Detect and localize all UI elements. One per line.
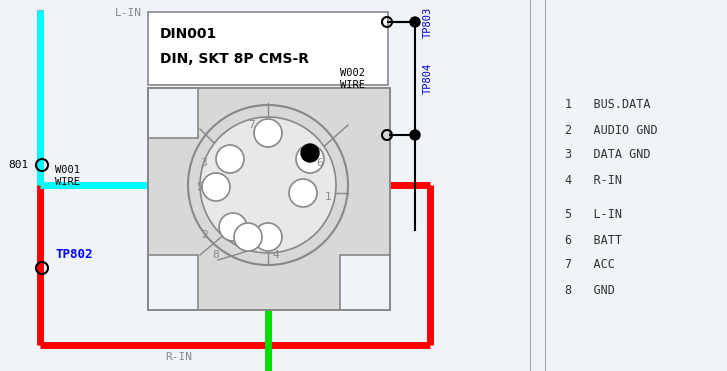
Text: 5   L-IN: 5 L-IN: [565, 209, 622, 221]
Text: 3   DATA GND: 3 DATA GND: [565, 148, 651, 161]
Text: 2: 2: [201, 230, 207, 240]
Text: 4: 4: [273, 250, 279, 260]
Circle shape: [289, 179, 317, 207]
Circle shape: [410, 130, 420, 140]
Bar: [148, 88, 198, 138]
Text: 5: 5: [196, 182, 204, 192]
Text: W002
WIRE: W002 WIRE: [340, 68, 365, 90]
Text: 8: 8: [212, 250, 220, 260]
Bar: [340, 255, 390, 310]
Text: R-IN: R-IN: [165, 352, 192, 362]
Circle shape: [254, 223, 282, 251]
Text: 7: 7: [249, 120, 255, 130]
Text: TP803: TP803: [423, 6, 433, 37]
Text: 6: 6: [317, 158, 324, 168]
Circle shape: [234, 223, 262, 251]
Circle shape: [254, 119, 282, 147]
Text: TP802: TP802: [55, 249, 92, 262]
Circle shape: [301, 144, 319, 162]
Bar: [148, 88, 390, 310]
Text: 8   GND: 8 GND: [565, 283, 615, 296]
Text: 1: 1: [325, 192, 332, 202]
Text: TP804: TP804: [423, 63, 433, 94]
Text: DIN, SKT 8P CMS-R: DIN, SKT 8P CMS-R: [160, 52, 309, 66]
Text: W001
WIRE: W001 WIRE: [55, 165, 80, 187]
Text: 1   BUS.DATA: 1 BUS.DATA: [565, 98, 651, 112]
Text: 6   BATT: 6 BATT: [565, 233, 622, 246]
Circle shape: [410, 17, 420, 27]
Text: 2   AUDIO GND: 2 AUDIO GND: [565, 124, 658, 137]
Circle shape: [216, 145, 244, 173]
Circle shape: [200, 117, 336, 253]
Bar: [148, 255, 198, 310]
Text: 801: 801: [8, 160, 28, 170]
Bar: [148, 88, 390, 310]
Text: 3: 3: [201, 158, 207, 168]
Circle shape: [296, 145, 324, 173]
Text: L-IN: L-IN: [115, 8, 142, 18]
Circle shape: [219, 213, 247, 241]
Text: 7   ACC: 7 ACC: [565, 259, 615, 272]
Circle shape: [202, 173, 230, 201]
Text: 4   R-IN: 4 R-IN: [565, 174, 622, 187]
Bar: [148, 12, 388, 85]
Text: DIN001: DIN001: [160, 27, 217, 41]
